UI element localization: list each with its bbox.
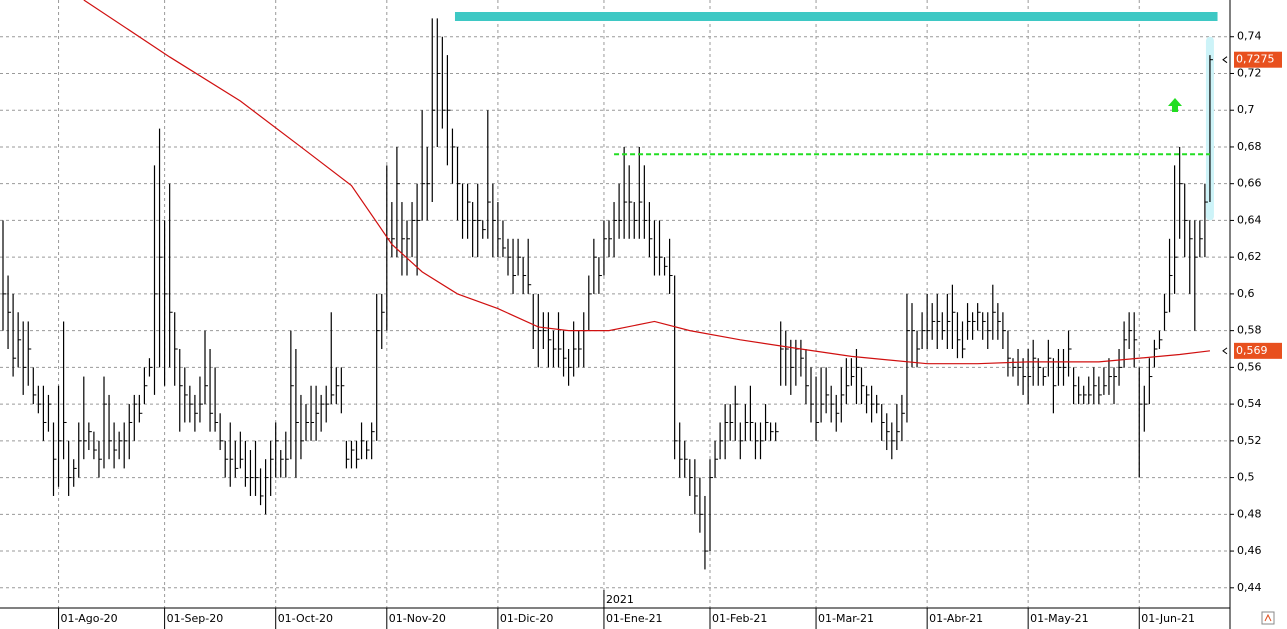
price-label-box — [1234, 51, 1282, 68]
price-pointer — [1222, 347, 1228, 355]
y-tick-label: 0,56 — [1237, 360, 1262, 373]
y-tick-label: 0,58 — [1237, 324, 1262, 337]
y-tick-label: 0,74 — [1237, 30, 1262, 43]
year-label: 2021 — [606, 593, 634, 606]
price-pointer — [1222, 56, 1228, 64]
y-tick-label: 0,46 — [1237, 544, 1262, 557]
x-tick-label: 01-Dic-20 — [500, 612, 554, 625]
axis-labels: 0,44 0,46 0,48 0,5 0,52 0,54 0,56 0,58 0,6 0,62 0,… — [58, 30, 1282, 629]
x-tick-label: 01-Oct-20 — [278, 612, 333, 625]
x-tick-label: 01-Nov-20 — [389, 612, 446, 625]
y-tick-label: 0,62 — [1237, 250, 1262, 263]
y-tick-label: 0,52 — [1237, 434, 1262, 447]
y-tick-label: 0,48 — [1237, 507, 1262, 520]
x-tick-label: 01-Ago-20 — [61, 612, 118, 625]
y-tick-label: 0,6 — [1237, 287, 1255, 300]
grid — [0, 0, 1230, 608]
y-tick-label: 0,44 — [1237, 581, 1262, 594]
price-label: 0,7275 — [1236, 53, 1275, 66]
x-tick-label: 01-Sep-20 — [167, 612, 224, 625]
x-tick-label: 01-Mar-21 — [818, 612, 874, 625]
price-label-box — [1234, 342, 1282, 359]
x-tick-label: 01-Jun-21 — [1141, 612, 1195, 625]
y-tick-label: 0,7 — [1237, 103, 1255, 116]
x-tick-label: 01-May-21 — [1030, 612, 1088, 625]
y-tick-label: 0,5 — [1237, 471, 1255, 484]
up-arrow-icon — [1168, 98, 1182, 112]
y-tick-label: 0,64 — [1237, 213, 1262, 226]
y-tick-label: 0,68 — [1237, 140, 1262, 153]
y-tick-label: 0,66 — [1237, 177, 1262, 190]
x-tick-label: 01-Ene-21 — [606, 612, 663, 625]
corner-icon — [1261, 611, 1275, 625]
x-tick-label: 01-Feb-21 — [712, 612, 767, 625]
plot-area — [2, 0, 1218, 570]
price-label: 0,569 — [1236, 344, 1268, 357]
y-tick-label: 0,72 — [1237, 66, 1262, 79]
x-tick-label: 01-Abr-21 — [929, 612, 983, 625]
moving-average — [83, 0, 1211, 365]
y-tick-label: 0,54 — [1237, 397, 1262, 410]
